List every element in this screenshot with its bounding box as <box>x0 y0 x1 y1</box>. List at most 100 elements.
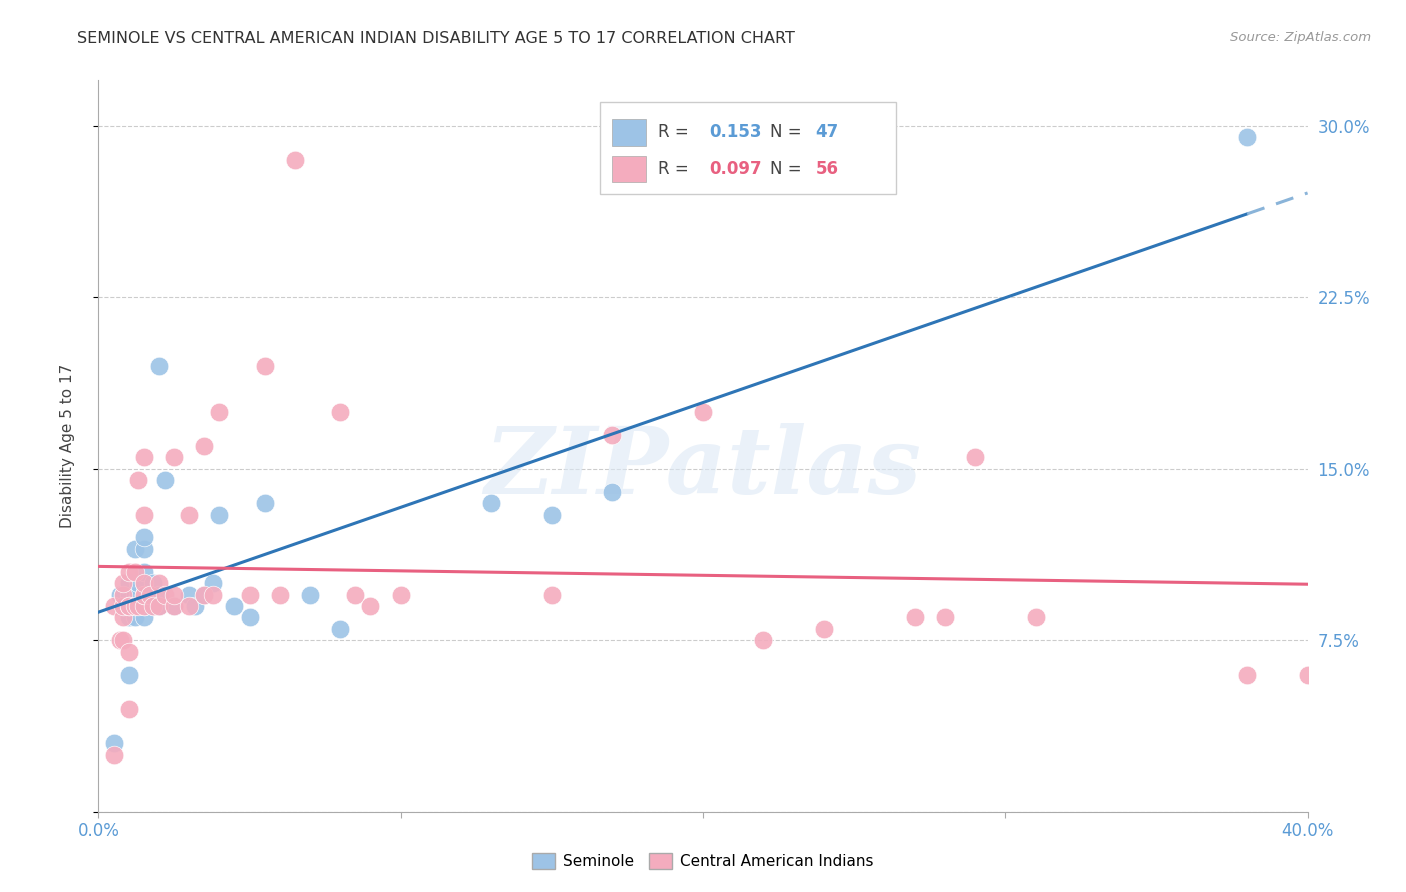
Point <box>934 610 956 624</box>
Point <box>118 645 141 659</box>
Text: N =: N = <box>769 160 807 178</box>
Point <box>299 588 322 602</box>
Point <box>1024 610 1046 624</box>
FancyBboxPatch shape <box>613 156 647 182</box>
Point <box>142 599 165 613</box>
Point <box>132 588 155 602</box>
Point <box>127 473 149 487</box>
Text: 47: 47 <box>815 123 839 142</box>
Point <box>208 405 231 419</box>
Point <box>813 622 835 636</box>
Point <box>602 427 624 442</box>
Point <box>108 633 131 648</box>
Point <box>132 508 155 522</box>
Point <box>239 610 262 624</box>
Point <box>202 576 225 591</box>
Point <box>132 541 155 556</box>
Point <box>124 610 146 624</box>
Point <box>153 473 176 487</box>
Point <box>602 484 624 499</box>
Point <box>184 599 207 613</box>
Point <box>132 576 155 591</box>
Point <box>692 405 714 419</box>
Point <box>118 588 141 602</box>
Point <box>179 508 201 522</box>
Point <box>111 599 134 613</box>
Point <box>481 496 503 510</box>
Point <box>127 576 149 591</box>
Point <box>132 450 155 465</box>
Point <box>163 599 186 613</box>
Point <box>132 588 155 602</box>
Point <box>118 610 141 624</box>
Point <box>1236 667 1258 681</box>
Point <box>139 588 162 602</box>
Point <box>965 450 987 465</box>
Point <box>344 588 367 602</box>
Point <box>132 565 155 579</box>
Point <box>127 599 149 613</box>
Point <box>179 599 201 613</box>
Point <box>139 588 162 602</box>
Point <box>132 530 155 544</box>
Text: R =: R = <box>658 123 695 142</box>
Point <box>132 588 155 602</box>
Point <box>193 439 215 453</box>
Text: ZIPatlas: ZIPatlas <box>485 423 921 513</box>
Point <box>111 588 134 602</box>
Point <box>253 496 276 510</box>
Point <box>329 622 352 636</box>
Point <box>202 588 225 602</box>
Point <box>108 588 131 602</box>
Point <box>239 588 262 602</box>
Point <box>163 450 186 465</box>
Point <box>360 599 382 613</box>
Point <box>124 588 146 602</box>
Point <box>179 588 201 602</box>
FancyBboxPatch shape <box>600 103 897 194</box>
Point <box>1296 667 1319 681</box>
Text: 0.153: 0.153 <box>709 123 762 142</box>
Point <box>148 599 170 613</box>
Point <box>389 588 412 602</box>
FancyBboxPatch shape <box>613 120 647 145</box>
Point <box>142 599 165 613</box>
Point <box>132 576 155 591</box>
Point <box>124 599 146 613</box>
Point <box>124 541 146 556</box>
Point <box>1236 130 1258 145</box>
Point <box>124 565 146 579</box>
Point <box>118 599 141 613</box>
Y-axis label: Disability Age 5 to 17: Disability Age 5 to 17 <box>60 364 75 528</box>
Point <box>142 576 165 591</box>
Point <box>118 576 141 591</box>
Point <box>111 633 134 648</box>
Point <box>127 599 149 613</box>
Point <box>752 633 775 648</box>
Point <box>153 588 176 602</box>
Point <box>269 588 291 602</box>
Legend: Seminole, Central American Indians: Seminole, Central American Indians <box>526 847 880 875</box>
Point <box>540 508 562 522</box>
Point <box>148 599 170 613</box>
Point <box>118 599 141 613</box>
Point <box>103 599 125 613</box>
Point <box>148 576 170 591</box>
Text: R =: R = <box>658 160 695 178</box>
Point <box>148 359 170 373</box>
Point <box>124 599 146 613</box>
Point <box>208 508 231 522</box>
Text: SEMINOLE VS CENTRAL AMERICAN INDIAN DISABILITY AGE 5 TO 17 CORRELATION CHART: SEMINOLE VS CENTRAL AMERICAN INDIAN DISA… <box>77 31 796 46</box>
Point <box>253 359 276 373</box>
Point <box>127 588 149 602</box>
Point <box>132 610 155 624</box>
Point <box>148 588 170 602</box>
Point <box>193 588 215 602</box>
Point <box>163 599 186 613</box>
Point <box>118 599 141 613</box>
Point <box>118 576 141 591</box>
Point <box>540 588 562 602</box>
Point <box>103 736 125 750</box>
Text: N =: N = <box>769 123 807 142</box>
Point <box>132 599 155 613</box>
